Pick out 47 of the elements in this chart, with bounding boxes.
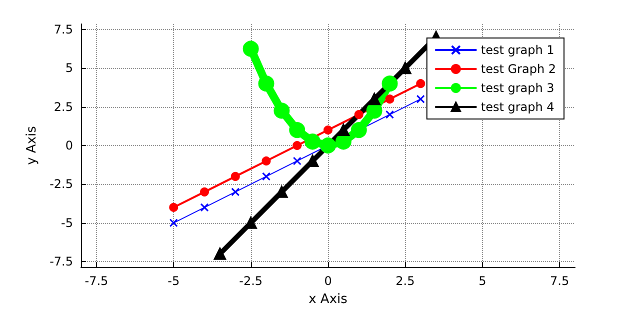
point: [169, 218, 178, 228]
x-axis-title: x Axis: [308, 292, 348, 307]
point: [337, 124, 350, 136]
point: [230, 172, 240, 181]
point: [350, 122, 367, 138]
y-tick-label: 0: [65, 138, 73, 152]
point: [292, 141, 302, 150]
point: [324, 126, 332, 135]
y-tick-label: -5: [61, 216, 73, 230]
x-tick-label: 0: [324, 274, 332, 288]
point: [242, 40, 259, 57]
point: [304, 134, 321, 150]
point: [169, 202, 178, 212]
legend-label: test Graph 2: [480, 62, 556, 76]
point: [200, 187, 209, 196]
y-tick-label: 2.5: [54, 100, 73, 114]
legend-label: test graph 1: [480, 43, 554, 57]
point: [386, 110, 394, 119]
point: [262, 172, 270, 181]
y-tick-label: -2.5: [50, 177, 73, 192]
point: [289, 122, 306, 138]
point: [274, 102, 290, 119]
x-tick-label: 5: [478, 274, 486, 288]
point: [200, 203, 209, 212]
y-tick-label: 7.5: [54, 22, 73, 36]
point: [214, 248, 226, 260]
y-tick-label: 5: [65, 61, 73, 76]
legend-label: test graph 4: [480, 100, 554, 114]
point: [416, 94, 425, 104]
y-tick-label: -7.5: [50, 254, 73, 269]
point: [354, 110, 364, 120]
x-tick-label: -2.5: [239, 274, 263, 288]
x-tick-label: 2.5: [396, 274, 415, 288]
legend-label: test graph 3: [480, 81, 554, 95]
x-tick-label: 7.5: [550, 274, 570, 288]
point: [262, 156, 271, 166]
point: [385, 94, 394, 104]
point: [292, 156, 302, 166]
x-tick-label: -7.5: [84, 274, 108, 288]
x-tick-label: -5: [168, 274, 180, 288]
point: [382, 76, 398, 92]
y-axis-title: y Axis: [24, 126, 40, 165]
point: [416, 79, 426, 88]
point: [320, 138, 336, 154]
point: [368, 93, 380, 106]
point: [231, 188, 240, 196]
point: [258, 76, 274, 92]
